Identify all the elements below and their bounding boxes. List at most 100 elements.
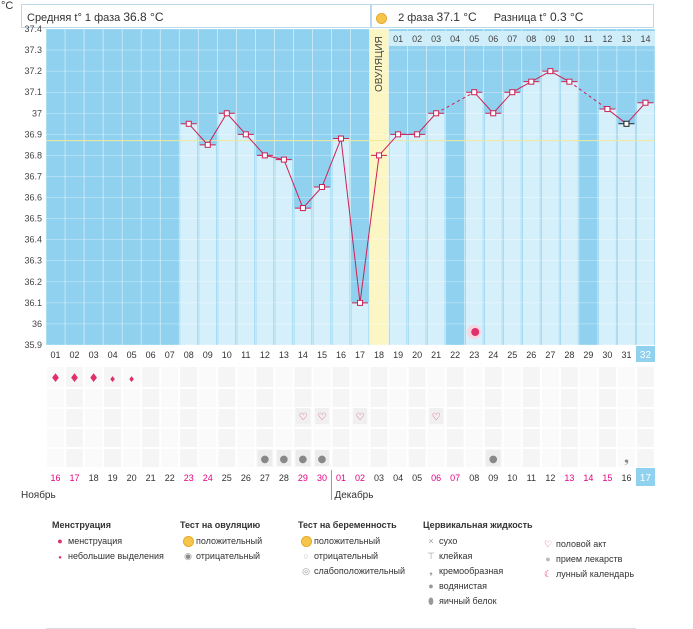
event-cell	[180, 409, 198, 427]
phase1-label: Средняя t° 1 фаза	[27, 12, 121, 24]
event-cell	[275, 367, 293, 387]
ovulation-label: ОВУЛЯЦИЯ	[374, 36, 385, 92]
date-label: 17	[70, 473, 80, 483]
event-cell	[332, 409, 350, 427]
phase2-label: 2 фаза	[398, 12, 434, 24]
event-cell	[522, 429, 540, 447]
event-cell	[598, 367, 616, 387]
temp-point	[223, 110, 230, 117]
event-cell	[503, 389, 521, 407]
date-label: 16	[621, 473, 631, 483]
event-cell	[522, 409, 540, 427]
event-cell	[541, 389, 559, 407]
legend-ovulation-test: Тест на овуляцию положительный ◉ отрицате…	[180, 520, 262, 564]
temp-bar	[256, 155, 274, 345]
moon-icon	[471, 328, 480, 336]
event-cell	[237, 367, 255, 387]
temperature-chart: 35.9 36 36.1 36.2 36.3 36.4 36.5 36.6 36.7 36.8 36…	[21, 24, 656, 501]
temp-bar	[313, 187, 331, 345]
event-cell	[541, 429, 559, 447]
event-cell	[408, 449, 426, 467]
date-label: 30	[317, 473, 327, 483]
month-dec: Декабрь	[334, 489, 373, 501]
temp-bar	[541, 71, 559, 345]
drop-light-icon: ●	[58, 555, 62, 561]
y-tick-label: 36.5	[24, 214, 42, 224]
drop-heavy-icon: ●	[57, 536, 63, 546]
event-cell	[598, 429, 616, 447]
event-cell	[503, 449, 521, 467]
event-cell	[522, 367, 540, 387]
event-cell	[617, 389, 635, 407]
event-cell	[427, 389, 445, 407]
day-number: 05	[127, 350, 137, 360]
day-number: 21	[431, 350, 441, 360]
temp-point	[547, 68, 554, 75]
y-tick-label: 36	[32, 319, 42, 329]
date-label: 08	[469, 473, 479, 483]
heart-mark: ♡	[432, 412, 441, 423]
event-cell	[47, 449, 65, 467]
legend-item: положительный	[196, 536, 263, 546]
date-label: 13	[564, 473, 574, 483]
event-cell	[351, 449, 369, 467]
event-cell	[370, 449, 388, 467]
heart-mark: ♡	[317, 412, 326, 423]
y-tick-label: 35.9	[24, 340, 42, 350]
day-number: 04	[108, 350, 118, 360]
event-cell	[85, 367, 103, 387]
date-label: 26	[241, 473, 251, 483]
event-cell	[142, 389, 160, 407]
y-tick-label: 36.1	[24, 298, 42, 308]
temp-line-segment	[378, 133, 399, 156]
event-cell	[199, 429, 217, 447]
temp-point	[261, 152, 268, 159]
y-tick-label: 36.2	[24, 277, 42, 287]
event-cell	[370, 409, 388, 427]
event-cell	[560, 389, 578, 407]
event-cell	[560, 409, 578, 427]
event-cell	[332, 367, 350, 387]
drop-heavy-mark: ♦	[69, 371, 80, 385]
eggwhite-icon: ⬮	[428, 596, 434, 606]
event-cell	[294, 389, 312, 407]
event-cell	[503, 429, 521, 447]
event-cell	[313, 367, 331, 387]
day-number: 14	[298, 350, 308, 360]
event-cell	[66, 429, 84, 447]
dpo-number: 12	[602, 34, 612, 44]
temp-line-segment	[245, 133, 266, 156]
event-cell	[636, 449, 654, 467]
temp-point	[509, 89, 516, 96]
temp-line-segment	[626, 102, 646, 125]
day-number: 22	[450, 350, 460, 360]
event-cell	[256, 429, 274, 447]
temp-bar	[560, 81, 578, 346]
pill-icon: ●	[545, 554, 551, 564]
temp-point	[376, 152, 383, 159]
date-label: 19	[108, 473, 118, 483]
event-cell	[199, 449, 217, 467]
event-cell	[123, 389, 141, 407]
event-cell	[256, 409, 274, 427]
eggwhite-mark: ●	[280, 454, 289, 465]
temp-line-segment	[226, 112, 247, 135]
event-cell	[484, 367, 502, 387]
watery-icon: ●	[428, 581, 434, 591]
temp-bar	[294, 208, 312, 345]
event-cell	[142, 367, 160, 387]
dpo-number: 03	[431, 34, 441, 44]
pregnancy-weak-icon: ◎	[302, 566, 310, 576]
date-label: 09	[488, 473, 498, 483]
diff-value: 0.3 °C	[549, 10, 584, 24]
dpo-cell	[635, 31, 655, 46]
mucus-cell	[314, 450, 329, 466]
temp-point	[337, 135, 344, 142]
y-tick-label: 37.2	[24, 66, 42, 76]
event-cell	[199, 389, 217, 407]
temp-line-segment	[264, 154, 284, 161]
event-cell	[560, 429, 578, 447]
temp-bar	[332, 138, 350, 345]
date-label: 03	[374, 473, 384, 483]
event-cell	[541, 409, 559, 427]
